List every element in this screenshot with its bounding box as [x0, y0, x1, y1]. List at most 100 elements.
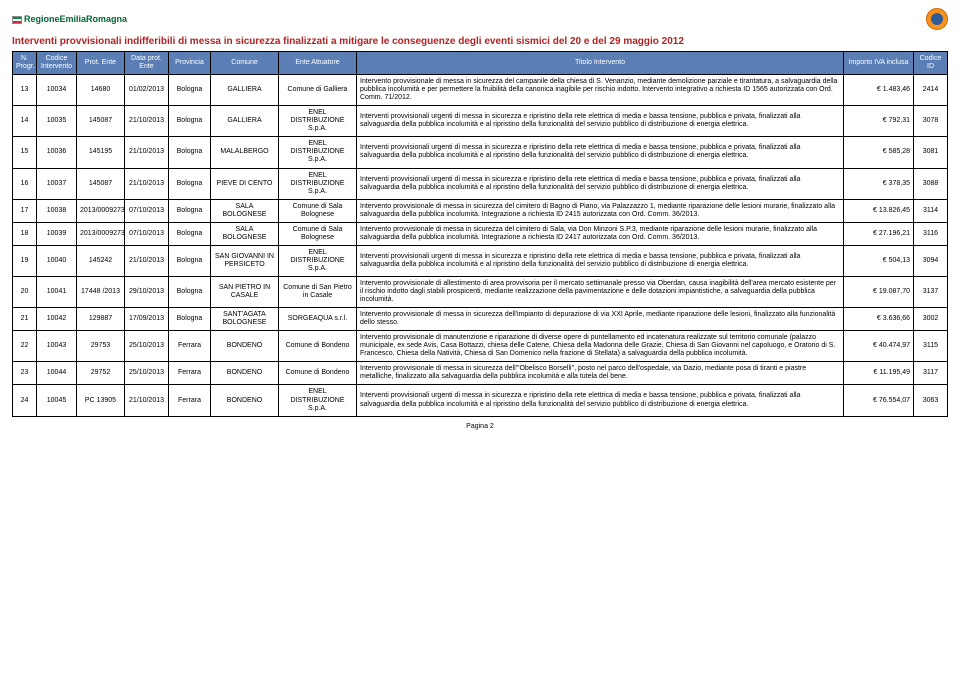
cell-id: 3078: [914, 106, 948, 137]
cell-prot: 17448 /2013: [77, 276, 125, 307]
cell-progr: 24: [13, 385, 37, 416]
cell-data: 21/10/2013: [125, 168, 169, 199]
cell-id: 3063: [914, 385, 948, 416]
cell-id: 3117: [914, 362, 948, 385]
cell-id: 3081: [914, 137, 948, 168]
cell-ente: Comune di Bondeno: [279, 362, 357, 385]
cell-prov: Bologna: [169, 276, 211, 307]
cell-data: 07/10/2013: [125, 222, 169, 245]
table-row: 17100382013/000927307/10/2013BolognaSALA…: [13, 199, 948, 222]
cell-id: 3137: [914, 276, 948, 307]
cell-prov: Bologna: [169, 168, 211, 199]
table-row: 201004117448 /201329/10/2013BolognaSAN P…: [13, 276, 948, 307]
col-header: Prot. Ente: [77, 52, 125, 75]
cell-ente: SORGEAQUA s.r.l.: [279, 308, 357, 331]
cell-codice: 10039: [37, 222, 77, 245]
header-bar: RegioneEmiliaRomagna: [12, 8, 948, 30]
col-header: Codice ID: [914, 52, 948, 75]
cell-codice: 10037: [37, 168, 77, 199]
cell-prot: 129887: [77, 308, 125, 331]
cell-titolo: Interventi provvisionali urgenti di mess…: [357, 168, 844, 199]
cell-titolo: Intervento provvisionale di manutenzione…: [357, 331, 844, 362]
cell-prot: 29753: [77, 331, 125, 362]
cell-data: 21/10/2013: [125, 385, 169, 416]
table-header: N. Progr. Codice Intervento Prot. Ente D…: [13, 52, 948, 75]
table-row: 191004014524221/10/2013BolognaSAN GIOVAN…: [13, 245, 948, 276]
cell-prov: Ferrara: [169, 385, 211, 416]
cell-importo: € 504,13: [844, 245, 914, 276]
cell-progr: 14: [13, 106, 37, 137]
cell-importo: € 3.636,66: [844, 308, 914, 331]
cell-comune: MALALBERGO: [211, 137, 279, 168]
table-row: 161003714508721/10/2013BolognaPIEVE DI C…: [13, 168, 948, 199]
cell-importo: € 1.483,46: [844, 75, 914, 106]
cell-data: 21/10/2013: [125, 245, 169, 276]
cell-importo: € 40.474,97: [844, 331, 914, 362]
cell-codice: 10044: [37, 362, 77, 385]
cell-importo: € 13.826,45: [844, 199, 914, 222]
cell-progr: 13: [13, 75, 37, 106]
cell-progr: 16: [13, 168, 37, 199]
cell-prot: 2013/0009273: [77, 222, 125, 245]
cell-codice: 10040: [37, 245, 77, 276]
cell-progr: 22: [13, 331, 37, 362]
cell-codice: 10036: [37, 137, 77, 168]
cell-importo: € 378,35: [844, 168, 914, 199]
cell-titolo: Interventi provvisionali urgenti di mess…: [357, 137, 844, 168]
cell-id: 3116: [914, 222, 948, 245]
cell-prov: Bologna: [169, 137, 211, 168]
cell-ente: ENEL DISTRIBUZIONE S.p.A.: [279, 137, 357, 168]
cell-importo: € 27.196,21: [844, 222, 914, 245]
cell-progr: 21: [13, 308, 37, 331]
cell-prot: 145242: [77, 245, 125, 276]
table-row: 23100442975225/10/2013FerraraBONDENOComu…: [13, 362, 948, 385]
cell-ente: Comune di Bondeno: [279, 331, 357, 362]
cell-prot: 2013/0009273: [77, 199, 125, 222]
cell-data: 21/10/2013: [125, 137, 169, 168]
cell-titolo: Intervento provvisionale di messa in sic…: [357, 308, 844, 331]
cell-prot: 29752: [77, 362, 125, 385]
cell-data: 17/09/2013: [125, 308, 169, 331]
cell-data: 07/10/2013: [125, 199, 169, 222]
cell-codice: 10042: [37, 308, 77, 331]
cell-prov: Ferrara: [169, 362, 211, 385]
cell-titolo: Intervento provvisionale di messa in sic…: [357, 362, 844, 385]
cell-data: 01/02/2013: [125, 75, 169, 106]
cell-ente: ENEL DISTRIBUZIONE S.p.A.: [279, 106, 357, 137]
col-header: Provincia: [169, 52, 211, 75]
cell-titolo: Intervento provvisionale di messa in sic…: [357, 222, 844, 245]
region-logo: RegioneEmiliaRomagna: [12, 14, 127, 24]
cell-ente: ENEL DISTRIBUZIONE S.p.A.: [279, 245, 357, 276]
cell-ente: Comune di San Pietro in Casale: [279, 276, 357, 307]
cell-id: 2414: [914, 75, 948, 106]
cell-progr: 18: [13, 222, 37, 245]
page-title: Interventi provvisionali indifferibili d…: [12, 36, 948, 47]
cell-titolo: Interventi provvisionali urgenti di mess…: [357, 385, 844, 416]
cell-importo: € 76.554,07: [844, 385, 914, 416]
col-header: Ente Attuatore: [279, 52, 357, 75]
cell-progr: 17: [13, 199, 37, 222]
cell-progr: 15: [13, 137, 37, 168]
cell-titolo: Interventi provvisionali urgenti di mess…: [357, 245, 844, 276]
cell-id: 3002: [914, 308, 948, 331]
cell-importo: € 585,28: [844, 137, 914, 168]
interventi-table: N. Progr. Codice Intervento Prot. Ente D…: [12, 51, 948, 417]
cell-comune: SANT'AGATA BOLOGNESE: [211, 308, 279, 331]
cell-id: 3088: [914, 168, 948, 199]
table-row: 2410045PC 1390521/10/2013FerraraBONDENOE…: [13, 385, 948, 416]
table-row: 151003614519521/10/2013BolognaMALALBERGO…: [13, 137, 948, 168]
cell-prot: 145195: [77, 137, 125, 168]
cell-codice: 10045: [37, 385, 77, 416]
table-row: 22100432975325/10/2013FerraraBONDENOComu…: [13, 331, 948, 362]
cell-ente: Comune di Sala Bolognese: [279, 199, 357, 222]
cell-prov: Bologna: [169, 75, 211, 106]
cell-prot: PC 13905: [77, 385, 125, 416]
col-header: N. Progr.: [13, 52, 37, 75]
cell-comune: SALA BOLOGNESE: [211, 199, 279, 222]
italy-flag-icon: [12, 16, 22, 24]
cell-titolo: Interventi provvisionali urgenti di mess…: [357, 106, 844, 137]
protezione-civile-icon: [926, 8, 948, 30]
cell-comune: BONDENO: [211, 385, 279, 416]
cell-comune: SAN GIOVANNI IN PERSICETO: [211, 245, 279, 276]
cell-id: 3114: [914, 199, 948, 222]
